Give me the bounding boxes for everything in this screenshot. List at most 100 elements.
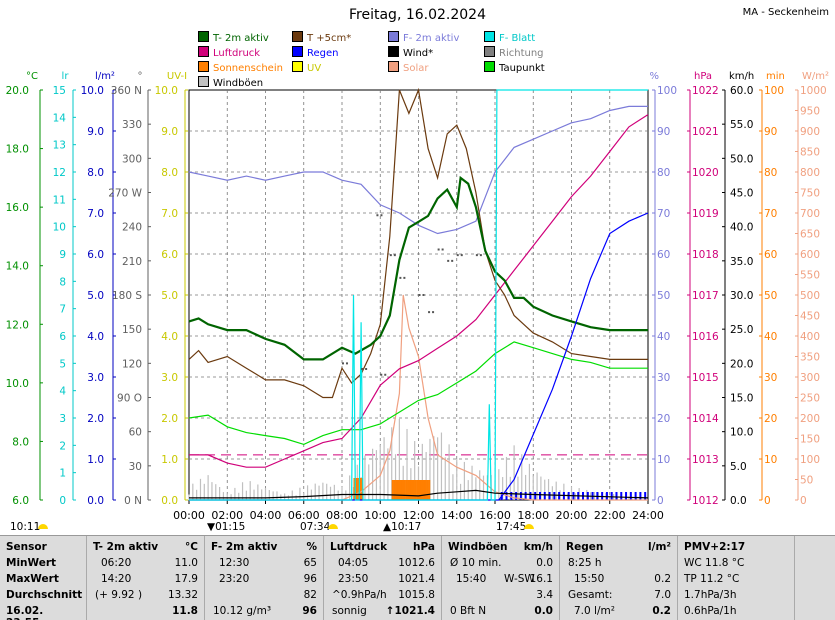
x-tick-label: 02:00 (211, 509, 243, 522)
abs-humidity: 10.12 g/m³ (213, 605, 272, 617)
rain-bar (639, 492, 642, 500)
lr-tick-label: 10 (53, 222, 66, 234)
hum-avg-value: 82 (303, 589, 317, 601)
sensor-header: Sensor (6, 541, 47, 553)
rain-bar (629, 492, 632, 500)
sunshine-bar (403, 480, 406, 500)
lr-tick-label: 14 (53, 112, 67, 124)
legend-label: Solar (403, 63, 429, 74)
wind-max-value: 16.1 (529, 573, 553, 585)
min-tick-label: 30 (764, 372, 777, 384)
legend-swatch (292, 61, 303, 72)
temp-range: (+ 9.92 ) (95, 589, 143, 601)
hum-tick-label: 50 (657, 290, 670, 302)
sunshine-bar (422, 480, 425, 500)
station-name: MA - Seckenheim (742, 7, 829, 18)
temp-tick-label: 16.0 (6, 202, 29, 214)
legend-item-regen: Regen (292, 46, 339, 59)
temp-min-time: 06:20 (101, 557, 132, 569)
solar-tick-label: 750 (800, 188, 820, 200)
solar-tick-label: 100 (800, 454, 820, 466)
wind-axis-unit: km/h (729, 71, 754, 82)
min-tick-label: 60 (764, 249, 777, 261)
pres-tick-label: 1019 (692, 208, 719, 220)
wind-tick-label: 60.0 (730, 85, 753, 97)
legend-item-t-2m-aktiv: T- 2m aktiv (198, 31, 269, 44)
legend-item-uv: UV (292, 61, 321, 74)
legend-swatch (292, 46, 303, 57)
rain-axis-unit: l/m² (95, 71, 115, 82)
wind-mean-value: 3.4 (536, 589, 553, 601)
min-tick-label: 20 (764, 413, 777, 425)
rain-bar (519, 492, 522, 500)
hum-min-value: 65 (303, 557, 317, 569)
dir-tick-label: 30 (129, 461, 142, 473)
legend-item-t-5cm-: T +5cm* (292, 31, 351, 44)
wind-tick-label: 15.0 (730, 393, 753, 405)
wind-tick-label: 45.0 (730, 188, 753, 200)
rain-tick-label: 7.0 (87, 208, 104, 220)
wind-avg-label: Ø 10 min. (450, 557, 502, 569)
pres-tick-label: 1015 (692, 372, 719, 384)
wind-avg-value: 0.0 (536, 557, 553, 569)
humidity-column: F- 2m aktiv% 12:30 65 23:20 96 82 10.12 g/… (205, 536, 324, 620)
sunshine-bar (401, 480, 404, 500)
min-tick-label: 70 (764, 208, 777, 220)
pres-tick-label: 1016 (692, 331, 719, 343)
sunshine-bar (395, 480, 398, 500)
hum-tick-label: 100 (657, 85, 677, 97)
legend-item-richtung: Richtung (484, 46, 544, 59)
page-title: Freitag, 16.02.2024 (349, 7, 486, 23)
sunrise-label: 07:34 (300, 521, 331, 533)
sunshine-bar (428, 480, 431, 500)
wind-max-time: 15:40 (456, 573, 487, 585)
legend-item-f-blatt: F- Blatt (484, 31, 535, 44)
temp-axis-unit: °C (26, 71, 38, 82)
solar-tick-label: 900 (800, 126, 820, 138)
wind-tick-label: 5.0 (730, 461, 747, 473)
wind-column: Windböen km/h Ø 10 min. 0.0 15:40 W-SW 16.1 … (442, 536, 560, 620)
pressure-column: Luftdruck hPa 04:05 1012.6 23:50 1021.4 ^0.… (324, 536, 442, 620)
pres-min-time: 04:05 (338, 557, 369, 569)
min-tick-label: 90 (764, 126, 777, 138)
x-tick-label: 20:00 (556, 509, 588, 522)
legend-label: F- Blatt (499, 33, 536, 44)
min-axis-unit: min (766, 71, 785, 82)
windchill-value: WC 11.8 °C (684, 557, 745, 569)
hum-tick-label: 40 (657, 331, 670, 343)
hum-tick-label: 20 (657, 413, 670, 425)
dir-tick-label: 90 O (117, 393, 142, 405)
lr-tick-label: 7 (59, 304, 66, 316)
uv-axis-unit: UV-I (167, 71, 187, 82)
uv-tick-label: 5.0 (161, 290, 178, 302)
lr-tick-label: 4 (59, 386, 66, 398)
max-label: MaxWert (6, 573, 59, 585)
uv-tick-label: 1.0 (161, 454, 178, 466)
dewpoint-value: TP 11.2 °C (684, 573, 740, 585)
solar-tick-label: 550 (800, 270, 820, 282)
solar-tick-label: 950 (800, 106, 820, 118)
rain-bar (605, 492, 608, 500)
wind-tick-label: 0.0 (730, 495, 747, 507)
pressure-unit: hPa (413, 541, 435, 553)
moon2-label: ▲10:17 (383, 521, 421, 533)
rain-header: Regen (566, 541, 604, 553)
lr-tick-label: 5 (59, 358, 66, 370)
rain-bar (524, 492, 527, 500)
pressure-trend-1h: 0.6hPa/1h (684, 605, 737, 617)
temp-header: T- 2m aktiv (93, 541, 159, 553)
sunshine-bar (418, 480, 421, 500)
x-tick-label: 14:00 (441, 509, 473, 522)
sunset-icon (524, 524, 534, 529)
uv-tick-label: 7.0 (161, 208, 178, 220)
series-line-f-blatt (189, 89, 648, 501)
weather-forecast: sonnig (332, 605, 367, 617)
x-tick-label: 22:00 (594, 509, 626, 522)
humidity-header: F- 2m aktiv (211, 541, 278, 553)
solar-tick-label: 1000 (800, 85, 827, 97)
dir-tick-label: 0 N (124, 495, 142, 507)
pres-tick-label: 1020 (692, 167, 719, 179)
series-line-t-5cm- (188, 87, 648, 399)
temp-tick-label: 12.0 (6, 319, 29, 331)
legend-label: T- 2m aktiv (213, 33, 269, 44)
